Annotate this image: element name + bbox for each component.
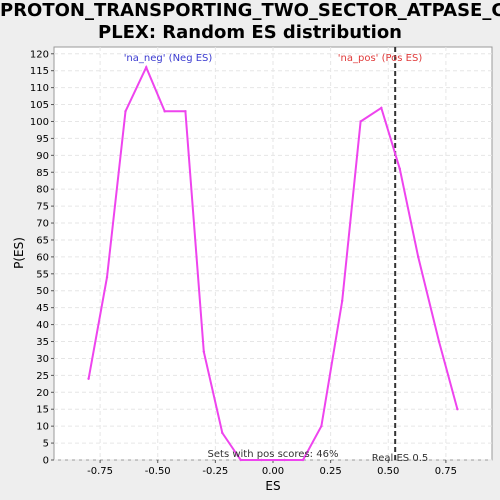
y-tick-label: 45 bbox=[36, 303, 49, 314]
x-tick-label: -0.75 bbox=[87, 466, 113, 477]
y-tick-label: 75 bbox=[36, 202, 49, 213]
y-tick-label: 100 bbox=[30, 117, 49, 128]
data-point bbox=[87, 377, 90, 380]
data-point bbox=[260, 458, 263, 462]
y-tick-label: 60 bbox=[36, 252, 49, 263]
y-tick-label: 35 bbox=[36, 337, 49, 348]
pos-es-label: 'na_pos' (Pos ES) bbox=[338, 53, 423, 64]
y-tick-label: 85 bbox=[36, 168, 49, 179]
y-tick-label: 55 bbox=[36, 269, 49, 280]
y-tick-label: 80 bbox=[36, 185, 49, 196]
series-points bbox=[87, 66, 459, 462]
data-point bbox=[184, 110, 187, 113]
chart-title-line-1: PROTON_TRANSPORTING_TWO_SECTOR_ATPASE_CO… bbox=[0, 0, 500, 21]
y-tick-label: 15 bbox=[36, 405, 49, 416]
data-point bbox=[283, 458, 286, 462]
series-line bbox=[87, 64, 459, 461]
x-tick-label: 0.25 bbox=[319, 466, 341, 477]
y-tick-label: 95 bbox=[36, 134, 49, 145]
data-point bbox=[437, 340, 441, 343]
data-point bbox=[359, 120, 362, 123]
y-tick-label: 120 bbox=[30, 49, 49, 60]
y-axis: 0 5 10 15 20 25 30 35 40 45 50 55 60 65 70 75 80 85 90 95 10… bbox=[30, 49, 54, 467]
neg-es-label: 'na_neg' (Neg ES) bbox=[124, 53, 213, 64]
y-tick-label: 30 bbox=[36, 354, 49, 365]
y-tick-label: 0 bbox=[43, 456, 49, 467]
x-tick-label: -0.50 bbox=[145, 466, 171, 477]
data-point bbox=[456, 408, 459, 411]
grid-lines bbox=[54, 47, 492, 461]
data-point bbox=[380, 106, 383, 110]
y-tick-label: 50 bbox=[36, 286, 49, 297]
x-tick-label: 0.00 bbox=[262, 466, 284, 477]
y-tick-label: 40 bbox=[36, 320, 49, 331]
y-tick-label: 105 bbox=[30, 100, 49, 111]
y-tick-label: 90 bbox=[36, 151, 49, 162]
chart-title-line-2: PLEX: Random ES distribution bbox=[98, 22, 402, 43]
x-axis: -0.75 -0.50 -0.25 0.00 0.25 0.50 0.75 bbox=[87, 460, 457, 477]
data-point bbox=[340, 299, 344, 303]
data-point bbox=[105, 275, 109, 279]
x-axis-label: ES bbox=[265, 479, 280, 493]
y-tick-label: 110 bbox=[30, 83, 49, 94]
data-point bbox=[163, 110, 166, 113]
real-es-label: Real ES 0.5 bbox=[372, 453, 428, 464]
data-point bbox=[417, 255, 420, 259]
data-point bbox=[239, 458, 242, 462]
x-tick-label: -0.25 bbox=[202, 466, 228, 477]
y-tick-label: 115 bbox=[30, 66, 49, 77]
data-point bbox=[398, 167, 401, 171]
y-axis-label: P(ES) bbox=[12, 237, 26, 269]
y-tick-label: 5 bbox=[43, 439, 49, 450]
data-point bbox=[221, 431, 224, 435]
x-tick-label: 0.50 bbox=[377, 466, 399, 477]
pos-scores-note: Sets with pos scores: 46% bbox=[208, 449, 339, 460]
x-tick-label: 0.75 bbox=[435, 466, 457, 477]
y-tick-label: 70 bbox=[36, 219, 49, 230]
data-point bbox=[145, 66, 148, 69]
data-point bbox=[301, 458, 305, 462]
chart-title: PROTON_TRANSPORTING_TWO_SECTOR_ATPASE_CO… bbox=[0, 0, 500, 44]
y-tick-label: 25 bbox=[36, 371, 49, 382]
y-tick-label: 65 bbox=[36, 235, 49, 246]
y-tick-label: 10 bbox=[36, 422, 49, 433]
data-point bbox=[202, 350, 206, 353]
y-tick-label: 20 bbox=[36, 388, 49, 399]
data-point bbox=[124, 110, 127, 113]
data-point bbox=[320, 424, 323, 428]
